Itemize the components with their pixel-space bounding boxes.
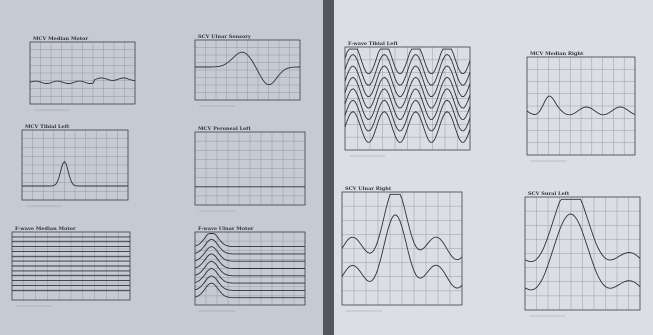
panel-title: SCV Sural Left xyxy=(528,191,570,197)
right-page xyxy=(334,0,653,335)
panel-title: MCV Tibial Left xyxy=(25,124,70,130)
panel-title: F-wave Tibial Left xyxy=(348,41,399,47)
panel-title: SCV Ulnar Right xyxy=(345,186,392,192)
panel-title: MCV Median Motor xyxy=(33,36,88,42)
panel-title: F-wave Ulnar Motor xyxy=(198,226,254,232)
left-page xyxy=(0,0,323,335)
panel-title: MCV Median Right xyxy=(530,51,584,57)
panel-title: SCV Ulnar Sensory xyxy=(198,34,252,40)
panel-title: F-wave Median Motor xyxy=(15,226,76,232)
panel-title: MCV Peroneal Left xyxy=(198,126,251,132)
scan: MCV Median Motor SCV Ulnar Sensory MCV Tib… xyxy=(0,0,653,335)
